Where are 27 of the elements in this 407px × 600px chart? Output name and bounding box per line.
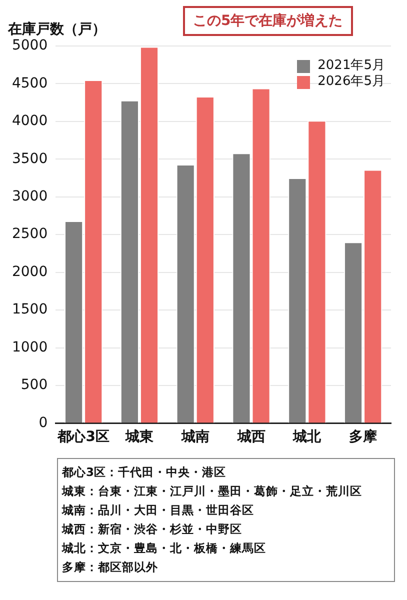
text: 都心3区：千代田・中央・港区 [62, 464, 228, 481]
y-tick-label: 3500 [12, 150, 48, 167]
y-tick-label: 4000 [12, 113, 48, 130]
text: 城南：品川・大田・目黒・世田谷区 [62, 502, 255, 519]
y-tick-label: 500 [20, 377, 48, 394]
x-tick-label: 城東 [124, 429, 154, 446]
y-tick-label: 2500 [12, 226, 48, 242]
y-tick-label: 5000 [12, 38, 48, 54]
y-tick-label: 1500 [12, 302, 48, 318]
x-tick-label: 多摩 [349, 428, 378, 446]
legend-label: 2026年5月 [318, 74, 385, 90]
y-tick-label: 2000 [12, 264, 48, 280]
y-tick-label: 4500 [12, 75, 48, 92]
y-tick-label: 3000 [12, 188, 48, 205]
x-tick-label: 都心3区 [56, 428, 110, 446]
text: この5年で在庫が増えた [183, 6, 353, 36]
x-tick-label: 城西 [236, 429, 266, 446]
y-tick-label: 1000 [12, 339, 48, 356]
text: 多摩：都区部以外 [62, 559, 159, 576]
text: 城北：文京・豊島・北・板橋・練馬区 [62, 540, 267, 557]
x-tick-label: 城北 [292, 429, 322, 446]
y-tick-label: 0 [38, 414, 48, 431]
x-tick-label: 城南 [180, 429, 210, 446]
text: 城東：台東・江東・江戸川・墨田・葛飾・足立・荒川区 [62, 483, 363, 500]
text: 城西：新宿・渋谷・杉並・中野区 [62, 521, 243, 538]
legend-label: 2021年5月 [318, 58, 385, 74]
y-axis-title: 在庫戸数（戸） [7, 20, 106, 38]
